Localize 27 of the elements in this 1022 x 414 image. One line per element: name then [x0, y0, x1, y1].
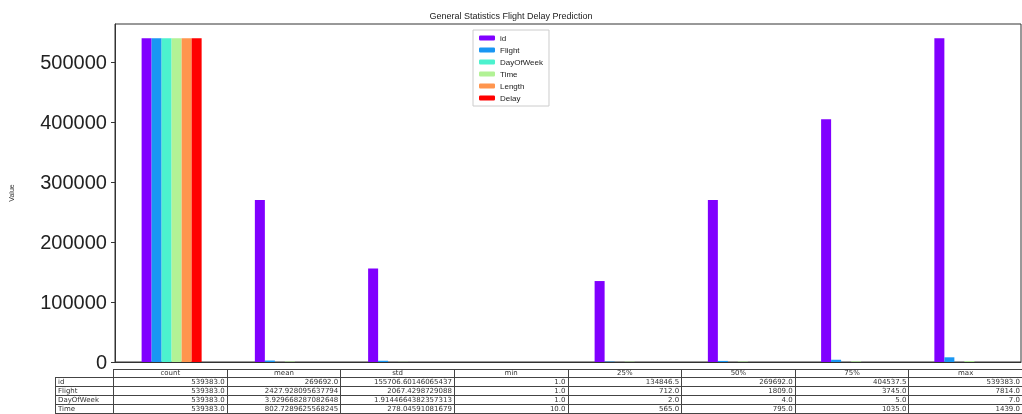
bar [254, 200, 265, 362]
bar [141, 38, 152, 362]
legend-label: id [500, 33, 507, 43]
legend-label: Delay [500, 93, 521, 103]
y-tick-label: 100000 [40, 290, 107, 313]
y-tick-label: 200000 [40, 230, 107, 253]
bar [181, 38, 192, 362]
bar [151, 38, 162, 362]
bar [944, 357, 955, 362]
bar [191, 38, 202, 362]
bar [831, 359, 842, 362]
legend-label: DayOfWeek [500, 57, 544, 67]
y-tick-label: 0 [95, 351, 107, 373]
y-tick-label: 300000 [40, 170, 107, 193]
legend-label: Length [500, 81, 525, 91]
bar [368, 268, 379, 362]
chart-title: General Statistics Flight Delay Prediction [429, 10, 593, 21]
bar [821, 119, 832, 362]
bar [161, 38, 172, 362]
legend-label: Time [500, 69, 519, 79]
bar [934, 38, 945, 362]
legend-label: Flight [500, 45, 521, 55]
bar [594, 281, 605, 362]
y-tick-label: 500000 [40, 50, 107, 73]
bar [707, 200, 718, 362]
bar [171, 38, 182, 362]
y-tick-label: 400000 [40, 110, 107, 133]
